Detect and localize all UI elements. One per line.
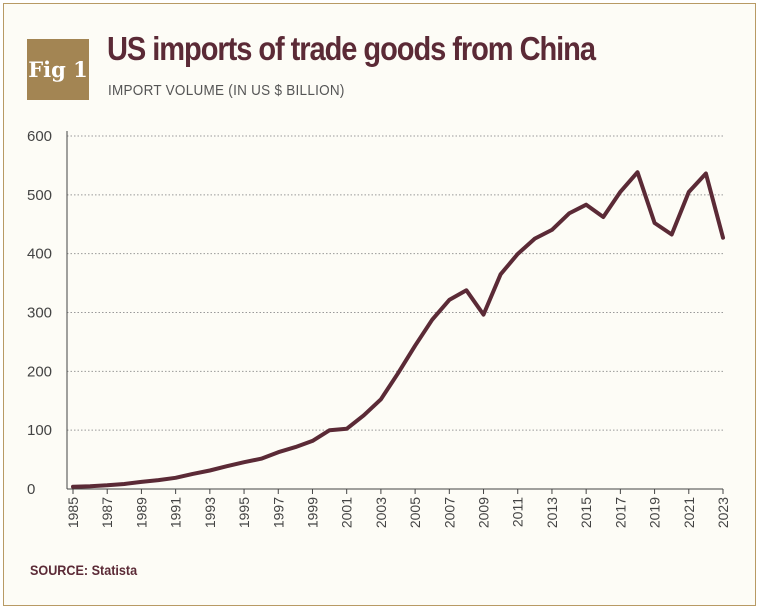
chart-subtitle: IMPORT VOLUME (IN US $ BILLION) [108, 82, 345, 99]
x-tick-label: 2007 [441, 497, 457, 528]
x-tick-label: 2009 [476, 497, 492, 528]
x-tick-label: 1993 [202, 497, 218, 528]
x-tick-label: 2003 [373, 497, 389, 528]
y-tick-label: 400 [27, 246, 52, 263]
x-tick-label: 1997 [270, 497, 286, 528]
figure-frame [3, 3, 756, 606]
x-tick-label: 2019 [647, 497, 663, 528]
x-tick-label: 2001 [339, 497, 355, 528]
y-axis-ticks: 0 100 200 300 400 500 600 [27, 128, 52, 498]
x-tick-label: 1999 [304, 497, 320, 528]
x-tick-label: 2023 [715, 497, 731, 528]
x-axis-ticks: 1985 1987 1989 1991 1993 1995 1997 1999 2001 2003… [65, 489, 731, 528]
x-tick-label: 2017 [612, 497, 628, 528]
source-note: SOURCE: Statista [30, 562, 138, 578]
axes [66, 131, 723, 490]
x-tick-label: 2011 [510, 497, 526, 527]
y-tick-label: 200 [27, 363, 52, 380]
chart-title: US imports of trade goods from China [107, 30, 596, 67]
x-tick-label: 1995 [236, 497, 252, 528]
x-tick-label: 2005 [407, 497, 423, 528]
x-tick-label: 2013 [544, 497, 560, 528]
gridlines [67, 135, 723, 431]
series-line [71, 170, 725, 489]
x-tick-label: 2015 [578, 497, 594, 528]
x-tick-label: 1987 [99, 497, 115, 528]
series-layer [71, 170, 725, 489]
x-tick-label: 1989 [133, 497, 149, 528]
y-tick-label: 500 [27, 187, 52, 204]
x-tick-label: 1991 [168, 497, 184, 528]
figure-badge: Fig 1 [27, 39, 89, 100]
y-tick-label: 300 [27, 305, 52, 322]
x-tick-label: 2021 [681, 497, 697, 528]
x-tick-label: 1985 [65, 497, 81, 528]
y-tick-label: 600 [27, 128, 52, 145]
y-tick-label: 100 [27, 422, 52, 439]
y-tick-label: 0 [27, 481, 35, 498]
